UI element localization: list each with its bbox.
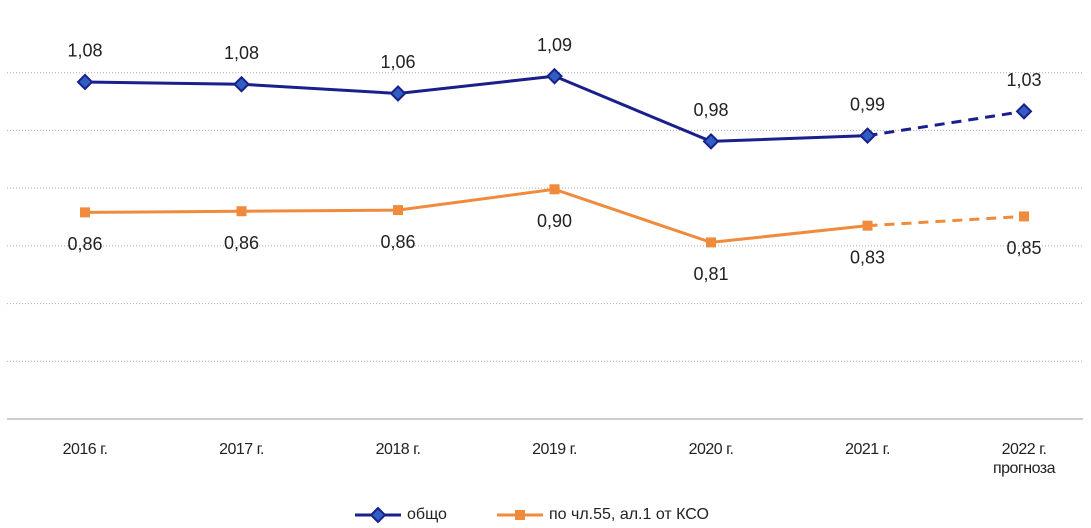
marker <box>1015 102 1033 120</box>
data-label: 0,86 <box>67 234 102 254</box>
forecast-line <box>867 214 1025 228</box>
data-label: 1,09 <box>537 35 572 55</box>
marker <box>859 127 876 145</box>
marker <box>702 132 720 150</box>
data-label: 0,90 <box>537 211 572 231</box>
data-label: 1,08 <box>224 43 259 63</box>
data-label: 1,08 <box>67 41 102 61</box>
legend-label: по чл.55, ал.1 от КСО <box>549 506 709 523</box>
data-label: 0,81 <box>693 264 728 284</box>
data-label: 1,03 <box>1006 70 1041 90</box>
line <box>84 74 868 143</box>
data-label: 1,06 <box>380 52 415 72</box>
marker <box>76 73 94 91</box>
legend-marker <box>369 506 387 524</box>
x-tick-label: 2018 г. <box>375 441 421 458</box>
line <box>84 187 868 244</box>
marker <box>389 85 407 102</box>
x-tick-label: 2020 г. <box>688 441 734 458</box>
data-label: 0,86 <box>224 233 259 253</box>
legend-label: общо <box>407 506 447 523</box>
data-label: 0,98 <box>693 100 728 120</box>
data-label: 0,86 <box>380 232 415 252</box>
marker <box>80 207 90 218</box>
marker <box>233 75 250 93</box>
marker <box>393 205 403 216</box>
x-tick-label: 2017 г. <box>219 441 264 458</box>
marker <box>1019 211 1029 222</box>
marker <box>862 220 873 231</box>
x-tick-label: 2022 г. прогноза <box>992 441 1056 477</box>
marker <box>236 206 247 217</box>
marker <box>706 237 716 248</box>
x-tick-label: 2016 г. <box>62 441 108 458</box>
legend-marker <box>515 510 525 520</box>
forecast-line <box>867 109 1025 138</box>
x-tick-label: 2021 г. <box>845 441 890 458</box>
x-tick-label: 2019 г. <box>532 441 577 458</box>
data-label: 0,85 <box>1006 238 1041 258</box>
marker <box>546 67 563 85</box>
marker <box>549 184 560 195</box>
data-label: 0,83 <box>850 247 885 267</box>
data-label: 0,99 <box>850 94 885 114</box>
